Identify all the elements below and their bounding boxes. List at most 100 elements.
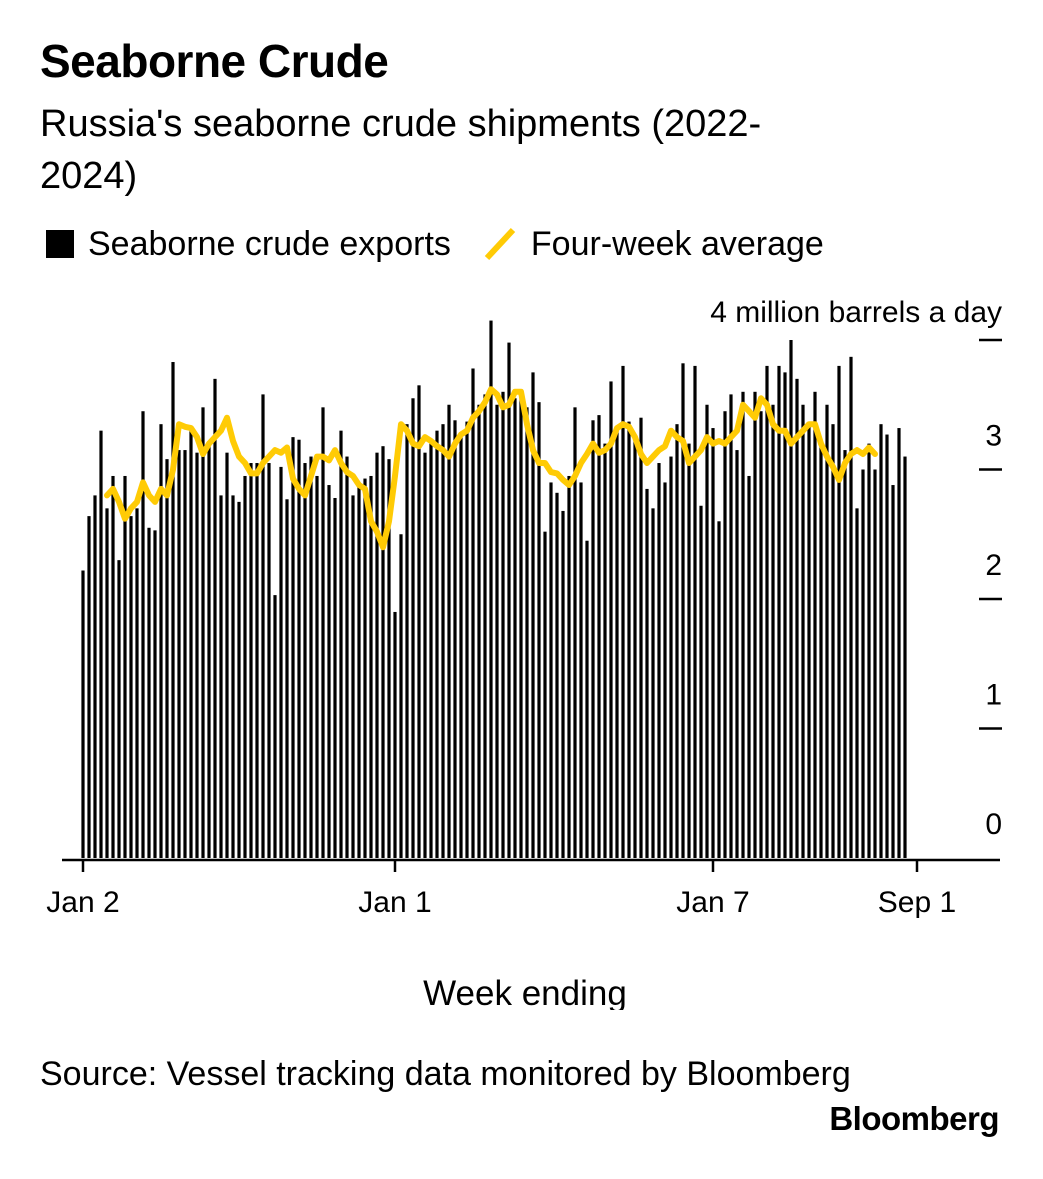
bar xyxy=(855,508,859,858)
bar xyxy=(507,342,511,859)
bar xyxy=(207,441,211,858)
bar xyxy=(123,475,127,858)
bar xyxy=(891,485,895,858)
bar xyxy=(141,411,145,858)
bar xyxy=(249,463,253,858)
bar xyxy=(903,456,907,858)
bar xyxy=(537,402,541,858)
bar xyxy=(129,516,133,858)
bar xyxy=(369,475,373,858)
bar xyxy=(543,531,547,858)
bar xyxy=(309,456,313,858)
bar xyxy=(675,424,679,858)
bar xyxy=(363,478,367,858)
bar xyxy=(99,430,103,858)
bar xyxy=(831,424,835,858)
bar xyxy=(285,499,289,858)
bar xyxy=(453,420,457,858)
bar xyxy=(819,443,823,858)
bar xyxy=(873,469,877,858)
bar xyxy=(879,424,883,858)
bar xyxy=(501,391,505,858)
bar xyxy=(219,495,223,858)
bar xyxy=(351,495,355,858)
bar xyxy=(519,389,523,858)
bar xyxy=(201,407,205,858)
bar xyxy=(465,421,469,858)
bar xyxy=(549,482,553,858)
bar xyxy=(225,452,229,858)
bar-series xyxy=(81,320,907,859)
bar xyxy=(357,482,361,858)
bar xyxy=(585,540,589,858)
bloomberg-logo: Bloomberg xyxy=(829,1100,999,1137)
bar xyxy=(429,443,433,858)
bar xyxy=(327,485,331,858)
bar xyxy=(321,407,325,858)
bar xyxy=(711,428,715,858)
y-unit-label: 4 million barrels a day xyxy=(710,296,1002,329)
bar xyxy=(177,450,181,858)
bar xyxy=(591,420,595,858)
bar xyxy=(165,459,169,858)
bar xyxy=(477,404,481,858)
bar xyxy=(147,527,151,858)
bar xyxy=(699,505,703,858)
bar xyxy=(609,381,613,858)
bar xyxy=(183,450,187,858)
chart-plot: 0 1 2 3 Jan 2 Jan 1 Jan 7 Sep 1 4 million barr… xyxy=(46,296,1002,1010)
bar xyxy=(459,437,463,858)
bar xyxy=(375,452,379,858)
bar xyxy=(231,495,235,858)
bar xyxy=(159,424,163,858)
bar xyxy=(669,456,673,858)
bar xyxy=(687,443,691,858)
bar xyxy=(279,466,283,858)
bar xyxy=(315,475,319,858)
bar xyxy=(495,404,499,858)
bar xyxy=(423,452,427,858)
bar xyxy=(393,611,397,858)
bar xyxy=(561,510,565,858)
bar xyxy=(597,415,601,858)
bar xyxy=(705,404,709,858)
legend-bar-label: Seaborne crude exports xyxy=(88,224,451,263)
bar xyxy=(759,411,763,858)
bar xyxy=(555,492,559,858)
y-tick-label: 0 xyxy=(985,808,1002,841)
bar xyxy=(189,430,193,858)
x-tick-label: Jan 2 xyxy=(46,886,119,919)
bar xyxy=(303,463,307,858)
legend: Seaborne crude exports Four-week average xyxy=(46,222,824,266)
bar xyxy=(381,446,385,858)
bar xyxy=(531,372,535,858)
bar xyxy=(849,356,853,858)
bar xyxy=(405,424,409,858)
bar xyxy=(579,482,583,858)
x-axis: Jan 2 Jan 1 Jan 7 Sep 1 xyxy=(46,860,956,919)
source-text: Source: Vessel tracking data monitored b… xyxy=(40,1055,851,1093)
bar xyxy=(825,404,829,858)
bar xyxy=(273,595,277,858)
bar xyxy=(795,378,799,858)
bar xyxy=(621,365,625,858)
bar xyxy=(261,394,265,858)
bar xyxy=(651,508,655,858)
x-axis-title: Week ending xyxy=(423,974,627,1010)
bar xyxy=(93,495,97,858)
bar xyxy=(765,365,769,858)
bar xyxy=(441,424,445,858)
bar xyxy=(471,368,475,858)
bar xyxy=(657,463,661,858)
bar xyxy=(291,437,295,858)
bar xyxy=(633,437,637,858)
legend-bar-swatch xyxy=(46,230,74,258)
bar xyxy=(387,459,391,858)
bar xyxy=(435,430,439,858)
bar xyxy=(567,475,571,858)
bar xyxy=(735,450,739,858)
bar xyxy=(81,570,85,858)
bar xyxy=(213,378,217,858)
bar xyxy=(513,398,517,858)
source-note: Source: Vessel tracking data monitored b… xyxy=(40,1052,851,1096)
